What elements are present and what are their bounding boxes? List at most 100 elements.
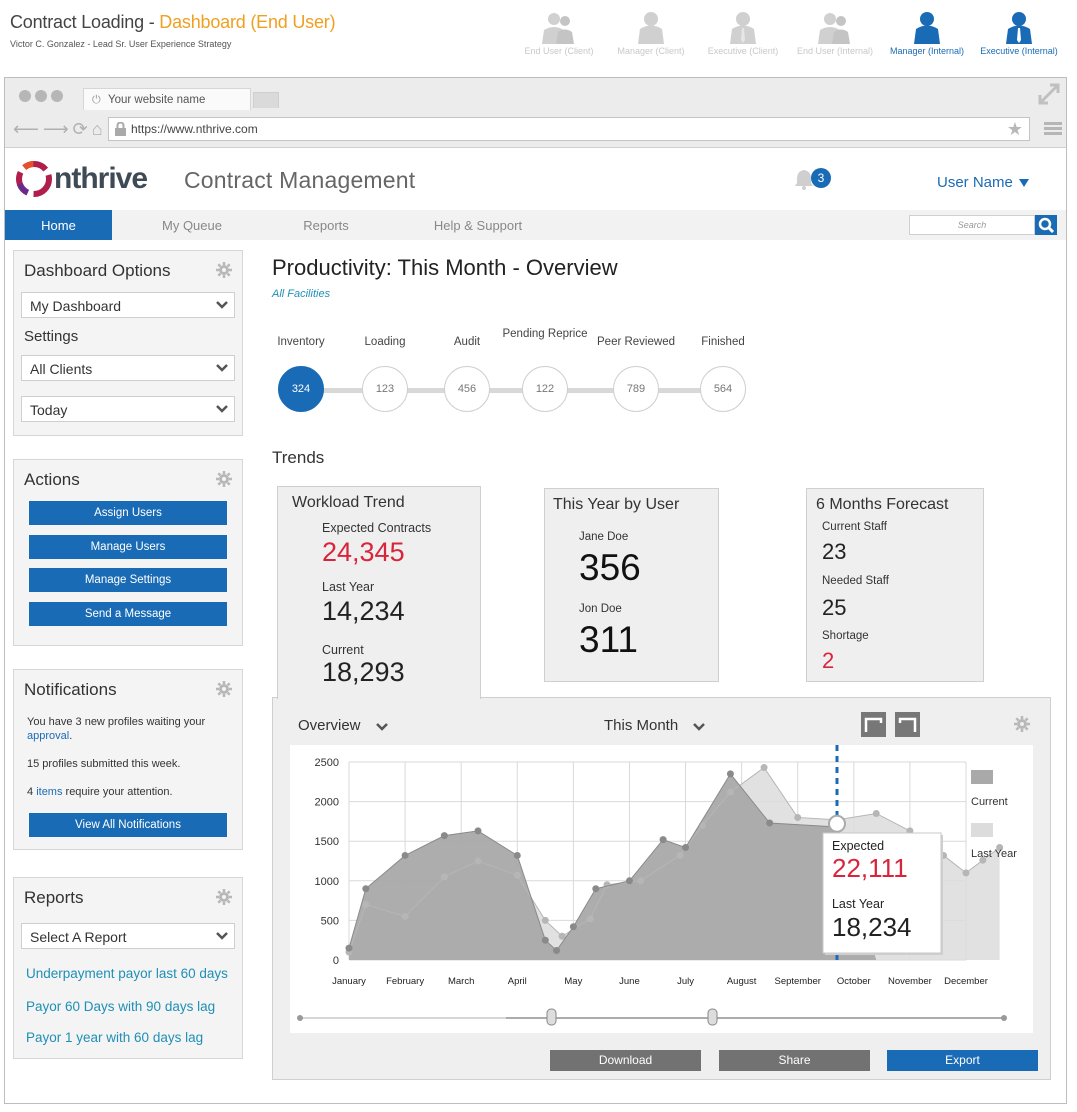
needed-staff-label: Needed Staff (822, 575, 889, 587)
items-link[interactable]: items (36, 786, 63, 798)
hamburger-menu-icon[interactable] (1044, 122, 1062, 136)
chevron-down-icon (216, 932, 228, 940)
search-button[interactable] (1035, 215, 1057, 235)
home-icon[interactable]: ⌂ (91, 119, 103, 139)
nav-reports[interactable]: Reports (303, 218, 349, 233)
user2-name: Jon Doe (579, 603, 622, 615)
report-link-payor-1-year[interactable]: Payor 1 year with 60 days lag (26, 1030, 204, 1045)
nav-help-support[interactable]: Help & Support (433, 218, 523, 233)
series-current-point (362, 885, 370, 893)
address-bar[interactable]: https://www.nthrive.com ★ (108, 117, 1030, 141)
approval-link[interactable]: approval (27, 730, 70, 742)
new-tab-button[interactable] (253, 92, 279, 108)
pipeline-track (300, 388, 740, 393)
role-end-user-internal[interactable]: End User (Internal) (789, 10, 881, 56)
page-header: Contract Loading - Dashboard (End User) … (10, 12, 336, 49)
role-selector: End User (Client) Manager (Client) Execu… (513, 10, 1065, 56)
search-input[interactable]: Search (909, 215, 1035, 235)
series-last-year-point (513, 871, 521, 879)
range-slider-handle[interactable] (546, 1008, 557, 1026)
send-message-button[interactable]: Send a Message (29, 602, 227, 626)
series-last-year-point (962, 869, 970, 877)
manage-users-button[interactable]: Manage Users (29, 535, 227, 559)
user-name-label: User Name (937, 174, 1013, 191)
series-current-point (569, 923, 577, 931)
overview-select[interactable]: Overview (298, 717, 361, 734)
panel-title: Notifications (24, 680, 117, 699)
year-by-user-card[interactable]: This Year by User Jane Doe 356 Jon Doe 3… (544, 488, 719, 682)
back-arrow-icon[interactable]: ⟵ (13, 119, 39, 139)
month-select[interactable]: This Month (604, 717, 679, 734)
trends-heading: Trends (272, 448, 325, 467)
period-select[interactable]: Today (21, 396, 235, 422)
role-executive-internal[interactable]: Executive (Internal) (973, 10, 1065, 56)
notification-count-badge[interactable]: 3 (811, 168, 831, 188)
expand-icon[interactable] (1038, 83, 1060, 105)
user-icon (914, 12, 940, 44)
series-current-point (659, 836, 667, 844)
gear-icon[interactable] (1014, 716, 1030, 732)
gear-icon[interactable] (216, 262, 232, 278)
nthrive-logo[interactable]: nthrive (15, 160, 148, 198)
series-current-point (726, 770, 734, 778)
shortage-label: Shortage (822, 630, 869, 642)
window-controls[interactable] (19, 90, 63, 102)
pipeline-node-finished[interactable]: 564 (700, 366, 746, 412)
actions-panel: Actions Assign Users Manage Users Manage… (13, 459, 243, 646)
gear-icon[interactable] (216, 471, 232, 487)
manage-settings-button[interactable]: Manage Settings (29, 568, 227, 592)
pipeline-node-pending-reprice[interactable]: 122 (522, 366, 568, 412)
tooltip-last-year-value: 18,234 (832, 912, 912, 942)
browser-tab[interactable]: ⏻ Your website name (83, 88, 251, 110)
nav-my-queue[interactable]: My Queue (162, 218, 222, 233)
gear-icon[interactable] (216, 681, 232, 697)
refresh-icon[interactable]: ⟳ (72, 119, 88, 139)
pipeline-node-audit[interactable]: 456 (444, 366, 490, 412)
panel-title: Reports (24, 888, 84, 907)
pipeline-node-loading[interactable]: 123 (362, 366, 408, 412)
pipeline-node-peer-reviewed[interactable]: 789 (613, 366, 659, 412)
range-slider-handle[interactable] (707, 1008, 718, 1026)
current-label: Current (322, 643, 364, 657)
role-executive-client[interactable]: Executive (Client) (697, 10, 789, 56)
workload-trend-card[interactable]: Workload Trend Expected Contracts 24,345… (277, 486, 481, 699)
report-link-underpayment[interactable]: Underpayment payor last 60 days (26, 966, 228, 981)
export-button[interactable]: Export (887, 1050, 1038, 1071)
y-tick-label: 1000 (315, 876, 339, 888)
notification-approval: You have 3 new profiles waiting your app… (27, 716, 206, 742)
user-group-icon (542, 13, 574, 44)
gear-icon[interactable] (216, 889, 232, 905)
series-current-point (440, 832, 448, 840)
page-title: Contract Loading - Dashboard (End User) (10, 12, 336, 32)
current-value: 18,293 (322, 657, 405, 687)
share-button[interactable]: Share (719, 1050, 870, 1071)
series-current-line (348, 773, 838, 952)
report-link-payor-60[interactable]: Payor 60 Days with 90 days lag (26, 999, 216, 1014)
series-last-year-point (794, 813, 802, 821)
settings-label: Settings (24, 328, 79, 345)
role-end-user-client[interactable]: End User (Client) (513, 10, 605, 56)
nav-home[interactable]: Home (5, 210, 112, 240)
series-current-point (682, 844, 690, 852)
report-select[interactable]: Select A Report (21, 923, 235, 949)
series-current-point (766, 819, 774, 827)
chevron-down-icon (216, 364, 228, 372)
bell-icon[interactable] (794, 168, 814, 190)
pipeline-node-inventory[interactable]: 324 (278, 366, 324, 412)
chart-type-icon[interactable] (895, 712, 920, 737)
series-last-year-point (676, 851, 684, 859)
download-button[interactable]: Download (550, 1050, 701, 1071)
user-menu[interactable]: User Name (937, 174, 1029, 191)
facilities-link[interactable]: All Facilities (272, 288, 331, 300)
forward-arrow-icon[interactable]: ⟶ (42, 119, 69, 139)
dashboard-select[interactable]: My Dashboard (21, 292, 235, 318)
role-manager-client[interactable]: Manager (Client) (605, 10, 697, 56)
bookmark-star-icon[interactable]: ★ (1006, 119, 1023, 139)
user-tie-icon (1006, 12, 1032, 44)
assign-users-button[interactable]: Assign Users (29, 501, 227, 525)
role-manager-internal[interactable]: Manager (Internal) (881, 10, 973, 56)
forecast-card[interactable]: 6 Months Forecast Current Staff 23 Neede… (806, 488, 984, 682)
view-all-notifications-button[interactable]: View All Notifications (29, 813, 227, 837)
client-select[interactable]: All Clients (21, 355, 235, 381)
chart-type-icon[interactable] (861, 712, 886, 737)
